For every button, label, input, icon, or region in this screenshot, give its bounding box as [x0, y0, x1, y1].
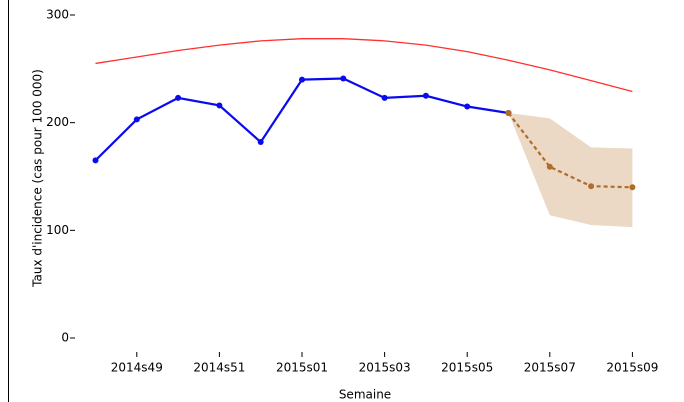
- x-tick-label: 2015s09: [606, 361, 658, 375]
- plot: 0 100 200 300 2014s49 2014s51 2015s01 2015s03 20…: [46, 8, 658, 375]
- point: [464, 103, 471, 110]
- x-tick-label: 2015s03: [359, 361, 411, 375]
- point: [257, 139, 264, 146]
- point: [381, 94, 388, 101]
- point: [340, 75, 347, 82]
- x-tick-label: 2015s01: [276, 361, 328, 375]
- point: [133, 116, 140, 123]
- x-tick-label: 2015s07: [524, 361, 576, 375]
- point: [546, 163, 553, 170]
- y-axis-label: Taux d'incidence (cas pour 100 000): [31, 69, 45, 288]
- y-tick-label: 100: [46, 223, 69, 237]
- x-tick-label: 2014s51: [193, 361, 245, 375]
- x-axis-label: Semaine: [339, 388, 391, 402]
- y-tick-label: 300: [46, 8, 69, 22]
- series-line: [94, 77, 509, 162]
- forecast-band: [508, 112, 633, 228]
- point: [588, 183, 595, 190]
- series-line: [95, 38, 633, 93]
- x-tick-label: 2014s49: [111, 361, 163, 375]
- y-tick-label: 200: [46, 115, 69, 129]
- x-tick-label: 2015s05: [441, 361, 493, 375]
- series-line: [507, 112, 633, 189]
- y-tick-label: 0: [61, 331, 69, 345]
- point: [92, 157, 99, 164]
- point: [299, 76, 305, 83]
- point: [422, 92, 429, 99]
- point: [505, 109, 512, 116]
- point: [216, 102, 223, 109]
- point: [175, 94, 182, 101]
- point: [629, 184, 636, 191]
